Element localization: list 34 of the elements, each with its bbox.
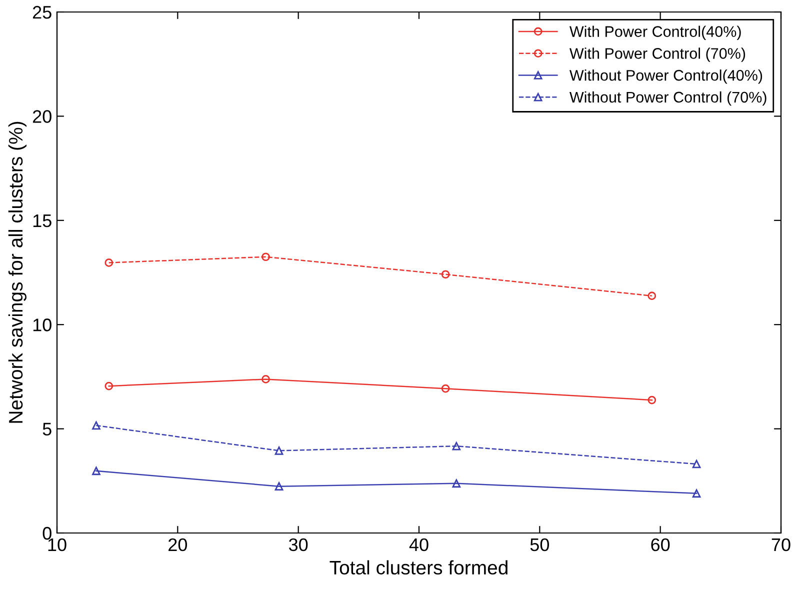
x-tick-label: 60 <box>651 538 670 552</box>
point <box>262 252 270 262</box>
x-tick-label: 50 <box>530 538 550 552</box>
x-axis-title: Total clusters formed <box>330 560 508 575</box>
point <box>104 382 114 390</box>
point <box>441 270 450 279</box>
point <box>274 446 284 455</box>
y-tick-label: 15 <box>33 214 52 228</box>
point <box>692 460 701 468</box>
point <box>648 396 656 404</box>
x-tick-label: 70 <box>772 538 790 552</box>
point <box>452 442 461 450</box>
legend-label: With Power Control(40%) <box>569 26 741 40</box>
y-tick-label: 25 <box>32 6 52 19</box>
y-axis-title: Network savings for all clusters (%) <box>8 122 26 423</box>
y-tick-label: 0 <box>42 526 52 540</box>
point <box>648 292 656 300</box>
point <box>692 489 701 498</box>
point <box>274 482 284 490</box>
legend-label: Without Power Control (70%) <box>569 91 766 106</box>
y-tick-label: 5 <box>42 422 52 436</box>
x-tick-label: 40 <box>409 538 428 552</box>
y-tick-label: 20 <box>32 110 52 123</box>
y-tick-label: 10 <box>33 318 52 332</box>
point <box>104 258 114 267</box>
point <box>92 466 100 476</box>
legend-label: With Power Control (70%) <box>569 48 746 62</box>
x-tick-label: 30 <box>288 538 308 552</box>
legend-label: Without Power Control(40%) <box>569 70 762 84</box>
point <box>262 375 270 384</box>
point <box>441 384 450 393</box>
x-tick-label: 20 <box>168 538 188 552</box>
point <box>452 479 461 488</box>
point <box>92 421 100 430</box>
